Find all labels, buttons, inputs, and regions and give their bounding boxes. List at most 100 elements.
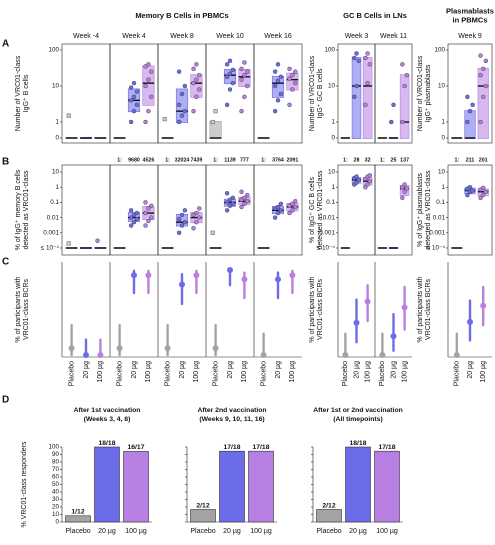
- data-point: [363, 102, 368, 108]
- y-tick-label: 20: [52, 504, 60, 511]
- y-tick-label: 0.01: [47, 214, 60, 221]
- ratio-value: 2091: [287, 157, 299, 163]
- data-point: [197, 215, 202, 220]
- x-tick-label: 100 µg: [193, 361, 200, 383]
- estimate-point: [453, 352, 460, 358]
- data-point: [146, 77, 151, 82]
- ratio-prefix: 1:: [261, 157, 266, 163]
- data-point: [227, 58, 233, 64]
- y-tick-label: 80: [52, 459, 60, 466]
- x-tick-label: 20 µg: [275, 361, 282, 379]
- column-title: Week 3: [345, 33, 369, 40]
- y-axis-label: Number of VRC01-classIgG⁺ B cells: [15, 55, 30, 131]
- x-tick-label: 100 µg: [376, 528, 398, 535]
- x-tick-label: 20 µg: [98, 528, 116, 535]
- data-point: [230, 80, 236, 86]
- y-tick-label: 0.1: [326, 199, 335, 206]
- data-point: [287, 66, 292, 72]
- data-point: [146, 108, 151, 114]
- column-title: Week 8: [170, 33, 194, 40]
- data-point: [143, 119, 148, 125]
- y-tick-label: 60: [52, 474, 60, 481]
- data-point: [194, 62, 199, 67]
- estimate-point: [241, 276, 248, 283]
- data-point: [213, 109, 218, 114]
- data-point: [391, 102, 396, 108]
- data-point: [146, 218, 151, 224]
- y-tick-label: 1: [441, 184, 445, 191]
- data-point: [293, 204, 298, 210]
- ratio-value: 201: [479, 157, 488, 163]
- panel-letter: A: [2, 39, 9, 50]
- plot-frame: [447, 43, 493, 144]
- ratio-prefix: 1:: [117, 157, 122, 163]
- bar: [316, 509, 342, 523]
- y-tick-label: 0.01: [433, 214, 446, 221]
- x-tick-label: 100 µg: [401, 361, 408, 383]
- y-tick-label: 50: [52, 481, 60, 488]
- y-tick-label: 40: [52, 489, 60, 496]
- y-axis-label: % of participants withVRC01-class BCRs: [309, 276, 324, 342]
- data-point: [149, 203, 154, 208]
- ratio-value: 1139: [224, 157, 236, 163]
- data-point: [290, 72, 295, 78]
- data-point: [134, 89, 140, 94]
- y-tick-label: 100: [324, 47, 335, 54]
- ratio-value: 32: [365, 157, 371, 163]
- ratio-value: 25: [391, 157, 397, 163]
- data-point: [404, 186, 410, 191]
- y-tick-label: 0: [55, 135, 59, 142]
- data-point: [470, 188, 475, 193]
- data-point: [467, 108, 473, 114]
- x-tick-label: Placebo: [164, 361, 171, 386]
- section-title: Plasmablasts in PBMCs: [446, 7, 494, 25]
- y-tick-label: 0: [55, 519, 59, 526]
- x-tick-label: Placebo: [260, 361, 267, 386]
- iqr-box: [238, 69, 251, 87]
- data-point: [481, 192, 486, 198]
- data-point: [272, 83, 278, 89]
- y-tick-label: ≤ 10⁻⁴: [41, 245, 60, 252]
- data-point: [182, 208, 188, 213]
- data-point: [191, 226, 196, 231]
- bar-value-label: 17/18: [378, 444, 395, 451]
- bar-value-label: 18/18: [349, 440, 366, 447]
- data-point: [272, 215, 278, 220]
- estimate-point: [193, 272, 200, 279]
- ratio-value: 9680: [128, 157, 140, 163]
- data-point: [290, 87, 295, 92]
- column-title: Week 4: [122, 33, 146, 40]
- x-tick-label: Placebo: [190, 528, 215, 535]
- bar: [94, 446, 120, 523]
- y-tick-label: 1: [55, 119, 59, 126]
- column-title: Week 10: [216, 33, 244, 40]
- plot-frame: [253, 164, 303, 256]
- panel-letter: C: [2, 257, 9, 268]
- x-tick-label: 20 µg: [223, 528, 241, 535]
- data-point: [293, 80, 298, 86]
- data-point: [365, 80, 370, 86]
- data-point: [290, 201, 295, 207]
- iqr-box: [399, 74, 410, 139]
- data-point: [354, 174, 359, 179]
- data-point: [224, 208, 230, 213]
- bar: [65, 515, 91, 523]
- ratio-value: 3764: [272, 157, 284, 163]
- data-point: [191, 108, 196, 114]
- data-point: [227, 87, 233, 92]
- y-tick-label: ≤ 10⁻⁴: [427, 245, 446, 252]
- x-tick-label: 20 µg: [353, 361, 360, 379]
- x-tick-label: 100 µg: [364, 361, 371, 383]
- data-point: [128, 119, 134, 125]
- data-point: [95, 238, 100, 243]
- x-tick-label: 100 µg: [289, 361, 296, 383]
- y-tick-label: 0: [331, 135, 335, 142]
- y-axis-label: Number of VRC01-classIgG⁺ GC B cells: [309, 55, 324, 131]
- iqr-box: [464, 110, 476, 139]
- data-point: [245, 83, 250, 89]
- y-tick-label: 0: [441, 135, 445, 142]
- data-point: [242, 72, 247, 78]
- x-tick-label: Placebo: [316, 528, 341, 535]
- data-point: [182, 108, 188, 114]
- data-point: [481, 66, 486, 72]
